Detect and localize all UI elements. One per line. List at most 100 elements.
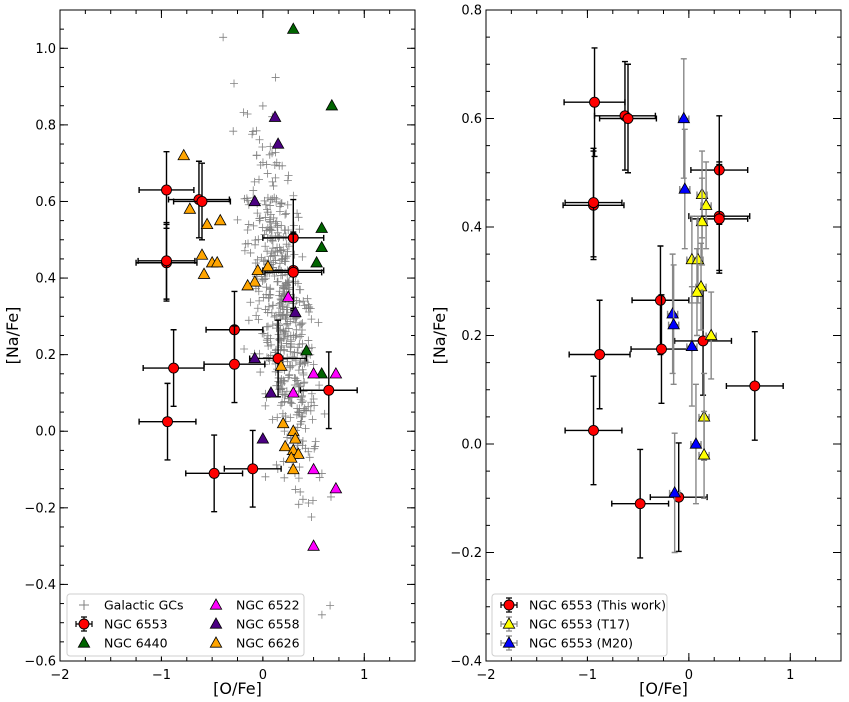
galactic-gc-point	[270, 193, 279, 202]
galactic-gc-point	[296, 487, 305, 496]
legend-label: NGC 6553 (M20)	[529, 636, 633, 651]
galactic-gc-point	[286, 347, 295, 356]
galactic-gc-point	[273, 413, 282, 422]
data-point	[695, 214, 709, 227]
data-point	[256, 432, 270, 444]
galactic-gc-point	[219, 33, 228, 42]
galactic-gc-point	[240, 345, 249, 354]
legend-marker	[209, 617, 223, 629]
data-point	[195, 248, 209, 260]
galactic-gc-point	[242, 194, 251, 203]
galactic-gc-point	[266, 201, 275, 210]
galactic-gc-point	[293, 209, 302, 218]
galactic-gc-point	[271, 219, 280, 228]
data-point	[284, 451, 298, 463]
data-point	[264, 386, 278, 398]
legend-label: NGC 6553 (This work)	[529, 598, 666, 613]
galactic-gc-point	[229, 127, 238, 136]
galactic-gc-point	[262, 160, 271, 169]
data-point	[278, 439, 292, 452]
galactic-gc-point	[303, 358, 312, 367]
galactic-gc-point	[278, 291, 287, 300]
data-point	[196, 196, 208, 207]
galactic-gc-point	[287, 340, 296, 349]
plot-frame	[59, 9, 416, 662]
galactic-gc-point	[289, 191, 298, 200]
data-point	[634, 498, 646, 510]
galactic-gc-point	[315, 473, 324, 482]
galactic-gc-point	[275, 287, 284, 296]
galactic-gc-point	[295, 463, 304, 472]
galactic-gc-point	[308, 496, 317, 505]
galactic-gc-point	[283, 353, 292, 362]
galactic-gc-point	[294, 213, 303, 222]
y-tick-label: 0.6	[35, 195, 56, 210]
galactic-gc-point	[279, 283, 288, 292]
galactic-gc-point	[282, 209, 291, 218]
galactic-gc-point	[299, 297, 308, 306]
data-point	[310, 255, 323, 268]
galactic-gc-point	[284, 324, 293, 333]
data-point	[307, 539, 320, 551]
legend-marker	[502, 636, 516, 648]
galactic-gc-point	[304, 300, 313, 309]
x-tick-label: −2	[476, 668, 495, 683]
galactic-gc-point	[268, 149, 277, 158]
galactic-gc-point	[271, 73, 280, 82]
y-tick-label: 0.8	[461, 4, 482, 19]
y-tick-label: 0.4	[35, 272, 56, 287]
galactic-gc-point	[243, 109, 252, 118]
galactic-gc-point	[288, 361, 297, 370]
galactic-gc-point	[257, 253, 266, 262]
data-point	[210, 255, 224, 268]
galactic-gc-point	[284, 171, 293, 180]
data-point	[678, 182, 692, 194]
y-tick-label: 0.6	[461, 112, 482, 127]
galactic-gc-point	[249, 221, 258, 230]
galactic-gc-point	[310, 444, 319, 453]
galactic-gc-point	[261, 472, 270, 481]
galactic-gc-point	[261, 213, 270, 222]
galactic-gc-point	[253, 209, 262, 218]
data-point	[307, 366, 320, 379]
x-axis-label: [O/Fe]	[213, 679, 262, 698]
galactic-gc-point	[298, 252, 307, 261]
data-point	[288, 432, 302, 444]
galactic-gc-point	[251, 236, 260, 245]
galactic-gc-point	[265, 150, 274, 159]
galactic-gc-point	[310, 401, 319, 410]
galactic-gc-point	[303, 294, 312, 303]
galactic-gc-point	[250, 177, 259, 186]
galactic-gc-point	[298, 397, 307, 406]
galactic-gc-point	[255, 175, 264, 184]
legend-label: NGC 6553 (T17)	[529, 617, 630, 632]
data-point	[261, 259, 275, 272]
galactic-gc-point	[326, 601, 335, 610]
galactic-gc-point	[298, 495, 307, 504]
galactic-gc-point	[290, 380, 299, 389]
galactic-gc-point	[270, 312, 279, 321]
data-point	[274, 359, 288, 371]
galactic-gc-point	[295, 225, 304, 234]
data-point	[329, 481, 343, 494]
galactic-gc-point	[287, 399, 296, 408]
galactic-gc-point	[280, 473, 289, 482]
series-ngc-6558	[248, 110, 302, 444]
galactic-gc-point	[267, 340, 276, 349]
galactic-gc-point	[261, 256, 270, 265]
data-point	[161, 184, 172, 196]
legend-marker	[209, 636, 223, 648]
data-point	[689, 437, 703, 449]
galactic-gc-point	[251, 259, 260, 268]
galactic-gc-point	[314, 318, 323, 327]
galactic-gc-point	[270, 161, 279, 170]
galactic-gc-point	[273, 248, 282, 257]
galactic-gc-point	[276, 334, 285, 343]
galactic-gc-point	[295, 408, 304, 417]
legend-marker	[77, 636, 91, 648]
galactic-gc-point	[273, 221, 282, 230]
galactic-gc-point	[261, 274, 270, 283]
galactic-gc-point	[277, 298, 286, 307]
data-point	[251, 263, 265, 276]
galactic-gc-point	[244, 220, 253, 229]
